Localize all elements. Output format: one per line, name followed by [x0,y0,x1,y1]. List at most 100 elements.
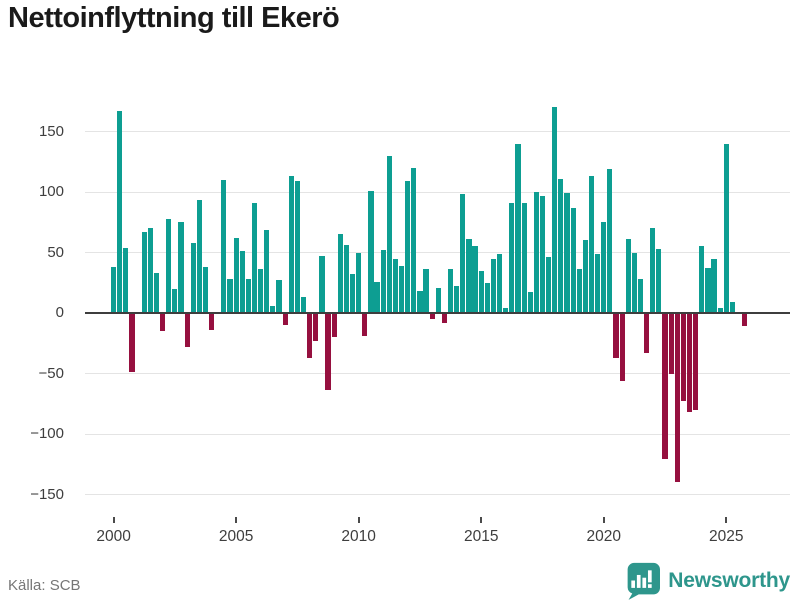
chart-title: Nettoinflyttning till Ekerö [8,2,340,34]
bar-positive [558,178,564,313]
bar-positive [454,286,460,313]
x-axis-tick [235,517,238,523]
bar-positive [141,231,147,313]
bar-positive [264,229,270,313]
bar-positive [288,176,294,313]
bar-positive [147,228,153,313]
bar-positive [386,155,392,313]
newsworthy-wordmark: Newsworthy [668,568,790,592]
bar-negative [429,313,435,320]
bar-negative [282,313,288,326]
bar-positive [497,253,503,313]
bar-positive [276,280,282,313]
bar-positive [294,181,300,313]
x-axis-tick [725,517,728,523]
newsworthy-logo[interactable]: Newsworthy [623,561,790,600]
bar-positive [601,222,607,313]
bar-positive [258,269,264,313]
bar-positive [460,194,466,313]
bar-positive [588,176,595,313]
bar-positive [533,192,539,313]
bar-negative [662,313,668,460]
y-axis-label: −150 [30,485,64,503]
bar-positive [380,250,386,313]
bar-positive [650,228,656,313]
y-axis-label: 150 [38,122,64,140]
bar-positive [564,193,570,313]
bar-positive [251,202,258,313]
bar-positive [349,274,356,313]
y-axis-label: 100 [38,183,64,200]
x-axis-label: 2000 [96,528,131,545]
bar-positive [202,267,209,313]
x-axis-tick [357,517,360,523]
newsworthy-icon [627,562,661,600]
bar-negative [129,313,135,373]
bar-positive [196,200,202,313]
bar-positive [117,110,123,313]
bar-positive [484,282,490,313]
zero-axis-line [85,311,790,314]
bar-positive [466,239,472,313]
bar-positive [227,279,233,313]
bar-positive [490,258,497,313]
x-axis-label: 2020 [586,528,621,545]
bar-negative [674,313,680,483]
bar-positive [343,245,349,313]
bar-positive [239,251,245,313]
y-axis-label: 0 [55,304,64,321]
bar-negative [209,313,215,330]
bar-positive [595,253,601,313]
bar-positive [392,258,399,313]
bar-positive [123,247,129,313]
bar-positive [300,297,307,313]
bar-positive [607,169,613,313]
bar-positive [447,269,454,313]
bar-positive [221,179,227,313]
x-axis-label: 2005 [218,528,254,545]
bar-positive [539,195,546,313]
bar-positive [729,302,735,313]
bar-negative [441,313,448,323]
bar-positive [153,273,160,313]
bar-positive [319,256,325,313]
gridline [85,494,790,495]
bar-negative [742,313,748,327]
bar-negative [307,313,313,358]
bar-positive [711,258,717,313]
bar-positive [637,279,644,313]
bar-positive [166,218,172,313]
bar-negative [680,313,686,402]
x-axis-label: 2010 [341,528,376,545]
bar-positive [546,257,552,313]
bar-positive [233,237,239,313]
gridline [85,373,790,374]
bar-positive [723,143,729,313]
bar-positive [178,222,184,313]
x-axis-tick [602,517,605,523]
bar-positive [111,267,117,313]
gridline [85,433,790,435]
bar-positive [368,190,374,313]
y-axis-label: −50 [38,364,64,382]
bar-positive [356,252,362,313]
bar-positive [527,292,533,313]
bar-positive [472,246,478,313]
bar-positive [515,143,521,313]
bar-positive [631,252,637,313]
bar-positive [172,288,178,313]
x-axis-label: 2025 [709,528,744,545]
bar-positive [509,202,515,313]
bar-negative [613,313,619,358]
bar-positive [417,291,423,313]
bar-negative [362,313,368,336]
bar-positive [717,308,723,313]
y-axis-label: −100 [30,425,64,442]
bar-positive [405,181,411,313]
bar-positive [337,234,343,313]
bar-positive [521,202,527,313]
bar-positive [699,246,705,313]
bar-positive [270,305,276,313]
gridline [85,131,790,132]
